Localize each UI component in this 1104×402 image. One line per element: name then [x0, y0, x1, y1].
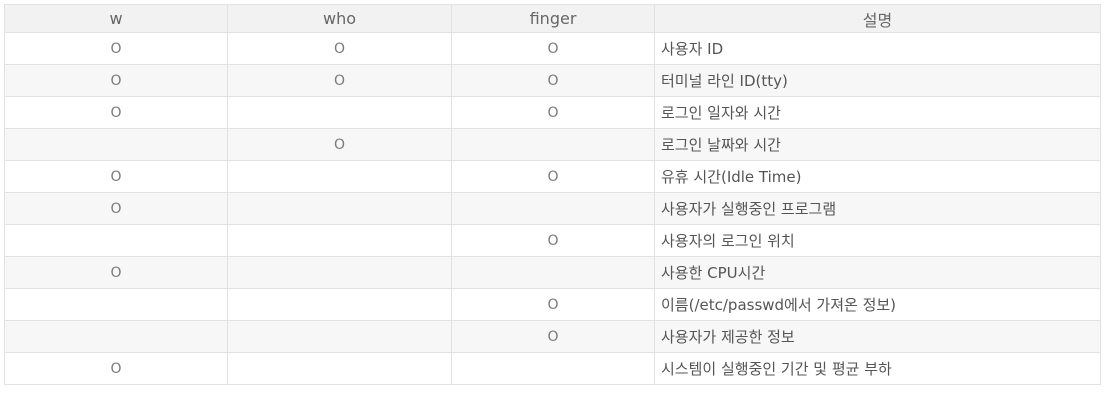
cell-description: 유휴 시간(Idle Time) — [654, 160, 1101, 193]
cell-who — [227, 352, 452, 385]
command-comparison-table: w who finger 설명 O O O 사용자 ID O O O 터미널 라… — [4, 4, 1101, 385]
cell-who — [227, 160, 452, 193]
cell-who — [227, 288, 452, 321]
cell-finger — [451, 352, 655, 385]
cell-description: 시스템이 실행중인 기간 및 평균 부하 — [654, 352, 1101, 385]
cell-w — [4, 128, 228, 161]
cell-who: O — [227, 128, 452, 161]
cell-finger — [451, 192, 655, 225]
cell-who — [227, 320, 452, 353]
cell-description: 사용자가 제공한 정보 — [654, 320, 1101, 353]
cell-w: O — [4, 32, 228, 65]
cell-description: 터미널 라인 ID(tty) — [654, 64, 1101, 97]
table-row: O O 로그인 일자와 시간 — [4, 96, 1101, 129]
table-row: O 사용자의 로그인 위치 — [4, 224, 1101, 257]
cell-finger — [451, 128, 655, 161]
table-header-row: w who finger 설명 — [4, 4, 1101, 33]
cell-finger: O — [451, 288, 655, 321]
table-row: O 로그인 날짜와 시간 — [4, 128, 1101, 161]
cell-description: 이름(/etc/passwd에서 가져온 정보) — [654, 288, 1101, 321]
cell-w: O — [4, 256, 228, 289]
cell-description: 사용자가 실행중인 프로그램 — [654, 192, 1101, 225]
cell-description: 사용한 CPU시간 — [654, 256, 1101, 289]
column-header-w: w — [4, 4, 228, 33]
cell-who: O — [227, 64, 452, 97]
cell-finger: O — [451, 96, 655, 129]
cell-who — [227, 224, 452, 257]
column-header-who: who — [227, 4, 452, 33]
table-row: O O 유휴 시간(Idle Time) — [4, 160, 1101, 193]
cell-w: O — [4, 192, 228, 225]
cell-finger: O — [451, 32, 655, 65]
cell-finger: O — [451, 64, 655, 97]
table-row: O 사용자가 실행중인 프로그램 — [4, 192, 1101, 225]
cell-who — [227, 256, 452, 289]
cell-description: 로그인 일자와 시간 — [654, 96, 1101, 129]
cell-description: 사용자의 로그인 위치 — [654, 224, 1101, 257]
cell-finger — [451, 256, 655, 289]
cell-finger: O — [451, 224, 655, 257]
cell-who — [227, 96, 452, 129]
cell-w — [4, 320, 228, 353]
cell-w: O — [4, 64, 228, 97]
table-row: O O O 터미널 라인 ID(tty) — [4, 64, 1101, 97]
cell-w: O — [4, 160, 228, 193]
table-row: O 사용한 CPU시간 — [4, 256, 1101, 289]
cell-finger: O — [451, 160, 655, 193]
cell-w — [4, 288, 228, 321]
table-row: O O O 사용자 ID — [4, 32, 1101, 65]
table-row: O 사용자가 제공한 정보 — [4, 320, 1101, 353]
cell-description: 사용자 ID — [654, 32, 1101, 65]
table-row: O 시스템이 실행중인 기간 및 평균 부하 — [4, 352, 1101, 385]
cell-finger: O — [451, 320, 655, 353]
column-header-finger: finger — [451, 4, 655, 33]
cell-who: O — [227, 32, 452, 65]
cell-w: O — [4, 96, 228, 129]
cell-who — [227, 192, 452, 225]
cell-w: O — [4, 352, 228, 385]
cell-description: 로그인 날짜와 시간 — [654, 128, 1101, 161]
column-header-description: 설명 — [654, 4, 1101, 33]
cell-w — [4, 224, 228, 257]
table-row: O 이름(/etc/passwd에서 가져온 정보) — [4, 288, 1101, 321]
